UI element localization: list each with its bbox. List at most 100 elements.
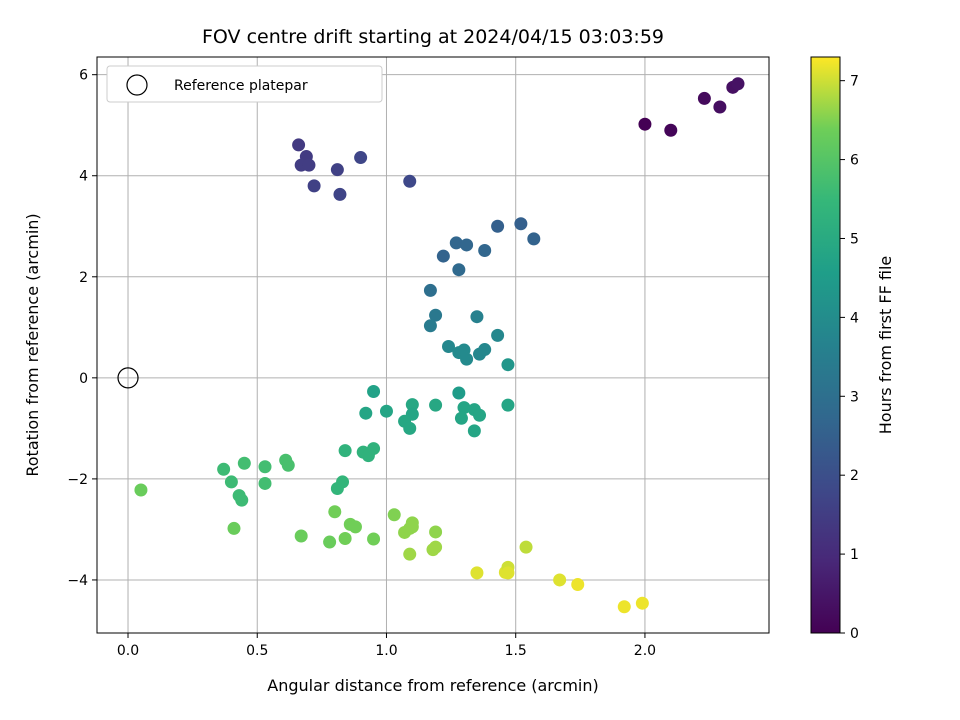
data-point [405, 520, 419, 534]
data-point [367, 532, 381, 546]
colorbar-gradient [810, 56, 841, 634]
data-point [258, 460, 272, 474]
data-point [491, 219, 505, 233]
grid [97, 57, 769, 633]
colorbar-tick-label: 7 [850, 74, 859, 90]
colorbar-label: Hours from first FF file [876, 256, 895, 435]
colorbar-tick-label: 2 [850, 468, 859, 484]
data-point [302, 158, 316, 172]
data-point [338, 444, 352, 458]
data-point [452, 386, 466, 400]
data-point [227, 521, 241, 535]
data-point [449, 236, 463, 250]
data-point [501, 566, 515, 580]
x-axis-label: Angular distance from reference (arcmin) [267, 676, 598, 695]
data-point [423, 283, 437, 297]
data-point [470, 566, 484, 580]
data-point [571, 577, 585, 591]
colorbar-tick-label: 0 [850, 626, 859, 642]
data-point [237, 456, 251, 470]
data-point [617, 600, 631, 614]
y-tick-label: 6 [79, 68, 88, 84]
data-point [442, 340, 456, 354]
y-tick-label: 4 [79, 169, 88, 185]
x-tick-label: 0.5 [246, 643, 268, 659]
data-point [478, 343, 492, 357]
data-point [328, 505, 342, 519]
data-point [491, 328, 505, 342]
data-point [638, 117, 652, 131]
y-tick-label: −2 [67, 472, 88, 488]
data-point [454, 411, 468, 425]
x-tick-label: 2.0 [634, 643, 656, 659]
data-point [731, 77, 745, 91]
colorbar: 0 1 2 3 4 5 6 7 Hours from first FF file [810, 56, 895, 642]
axis-ticks: 0.0 0.5 1.0 1.5 2.0 −4 −2 0 2 4 6 [67, 68, 656, 659]
data-point [429, 398, 443, 412]
data-point [403, 421, 417, 435]
y-tick-label: −4 [67, 573, 88, 589]
data-point [423, 319, 437, 333]
y-axis-label: Rotation from reference (arcmin) [23, 213, 42, 476]
data-point [501, 398, 515, 412]
data-point [235, 493, 249, 507]
data-point [436, 249, 450, 263]
chart-title: FOV centre drift starting at 2024/04/15 … [202, 26, 664, 48]
data-point [281, 458, 295, 472]
legend: Reference platepar [106, 65, 383, 103]
colorbar-tick-label: 3 [850, 389, 859, 405]
data-point [429, 525, 443, 539]
data-point [470, 310, 484, 324]
data-point [519, 540, 533, 554]
data-point [457, 401, 471, 415]
data-point [348, 520, 362, 534]
y-tick-label: 2 [79, 270, 88, 286]
data-points [117, 77, 745, 614]
data-point [664, 123, 678, 137]
data-point [429, 308, 443, 322]
data-point [330, 481, 344, 495]
colorbar-tick-label: 4 [850, 310, 859, 326]
data-point [501, 358, 515, 372]
colorbar-tick-label: 5 [850, 231, 859, 247]
data-point [367, 384, 381, 398]
data-point [473, 408, 487, 422]
y-tick-label: 0 [79, 371, 88, 387]
data-point [697, 91, 711, 105]
data-point [354, 151, 368, 165]
plot-frame [96, 56, 770, 634]
x-tick-label: 1.0 [375, 643, 397, 659]
legend-box [106, 65, 383, 103]
data-point [307, 179, 321, 193]
data-point [333, 187, 347, 201]
data-point [217, 462, 231, 476]
data-point [527, 232, 541, 246]
data-point [553, 573, 567, 587]
data-point [258, 476, 272, 490]
data-point [338, 532, 352, 546]
reference-platepar-marker [117, 367, 139, 389]
data-point [224, 475, 238, 489]
data-point [452, 263, 466, 277]
data-point [514, 217, 528, 231]
colorbar-tick-label: 6 [850, 153, 859, 169]
data-point [359, 406, 373, 420]
colorbar-ticks: 0 1 2 3 4 5 6 7 [840, 74, 859, 642]
data-point [467, 424, 481, 438]
data-point [403, 547, 417, 561]
data-point [294, 529, 308, 543]
data-point [134, 483, 148, 497]
x-tick-label: 1.5 [505, 643, 527, 659]
data-point [713, 100, 727, 114]
data-point [429, 540, 443, 554]
x-tick-label: 0.0 [117, 643, 139, 659]
data-point [367, 442, 381, 456]
data-point [323, 535, 337, 549]
data-point [330, 163, 344, 177]
data-point [405, 398, 419, 412]
legend-marker-reference [126, 74, 148, 96]
data-point [379, 404, 393, 418]
data-point [478, 244, 492, 258]
data-point [292, 138, 306, 152]
